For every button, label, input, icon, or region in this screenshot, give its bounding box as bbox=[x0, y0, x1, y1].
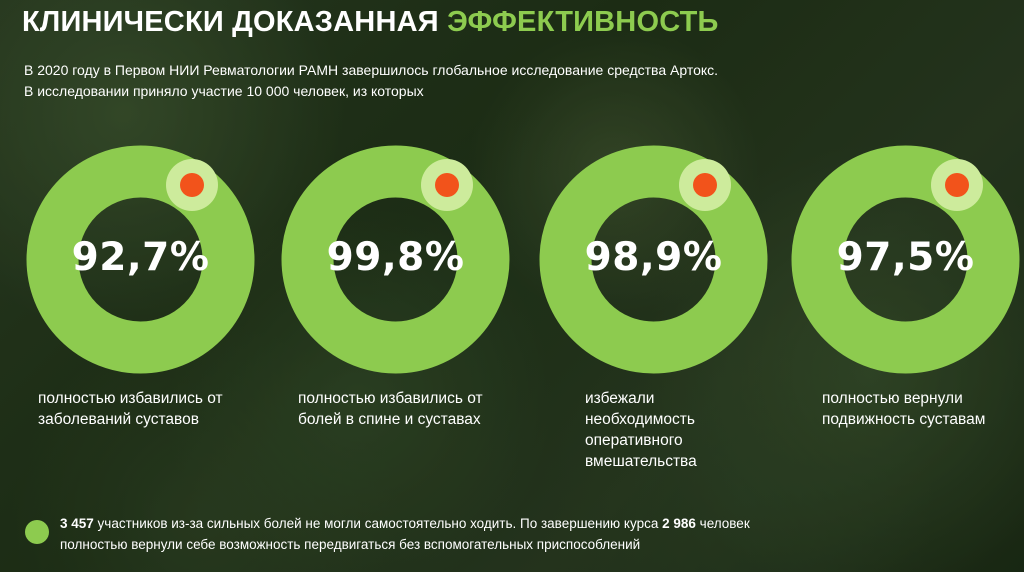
stat-card-3: 98,9% bbox=[536, 142, 771, 377]
title-accent: ЭФФЕКТИВНОСТЬ bbox=[447, 6, 719, 38]
footer-count-1: 3 457 bbox=[60, 516, 94, 531]
ring-chart-icon bbox=[281, 145, 510, 374]
indicator-dot-center bbox=[435, 173, 459, 197]
indicator-dot-icon bbox=[931, 159, 983, 211]
stat-caption-3: избежали необходимость оперативного вмеш… bbox=[585, 390, 697, 470]
stat-caption-2: полностью избавились от болей в спине и … bbox=[298, 390, 483, 428]
stat-value: 97,5% bbox=[836, 235, 975, 280]
bullet-dot-icon bbox=[25, 520, 49, 544]
stat-card-1: 92,7% bbox=[23, 142, 258, 377]
stat-value: 98,9% bbox=[584, 235, 723, 280]
stat-caption-4: полностью вернули подвижность суставам bbox=[822, 390, 986, 428]
stat-caption-1: полностью избавились от заболеваний суст… bbox=[38, 390, 223, 428]
stat-card-2: 99,8% bbox=[278, 142, 513, 377]
page-title: КЛИНИЧЕСКИ ДОКАЗАННАЯ ЭФФЕКТИВНОСТЬ bbox=[22, 6, 719, 39]
indicator-dot-icon bbox=[166, 159, 218, 211]
stat-value: 92,7% bbox=[71, 235, 210, 280]
intro-text: В 2020 году в Первом НИИ Ревматологии РА… bbox=[24, 62, 719, 99]
indicator-dot-center bbox=[693, 173, 717, 197]
footer-text-1: участников из-за сильных болей не могли … bbox=[93, 516, 663, 531]
indicator-dot-icon bbox=[421, 159, 473, 211]
indicator-dot-center bbox=[945, 173, 969, 197]
ring-chart-icon bbox=[539, 145, 768, 374]
ring-chart-icon bbox=[26, 145, 255, 374]
footer-text-2: человек полностью вернули себе возможнос… bbox=[60, 516, 750, 552]
ring-chart-icon bbox=[791, 145, 1020, 374]
footer-count-2: 2 986 bbox=[662, 516, 696, 531]
indicator-dot-center bbox=[180, 173, 204, 197]
stat-card-4: 97,5% bbox=[788, 142, 1023, 377]
indicator-dot-icon bbox=[679, 159, 731, 211]
stat-value: 99,8% bbox=[326, 235, 465, 280]
footer-text: 3 457 участников из-за сильных болей не … bbox=[60, 513, 780, 555]
title-main: КЛИНИЧЕСКИ ДОКАЗАННАЯ bbox=[22, 6, 439, 38]
